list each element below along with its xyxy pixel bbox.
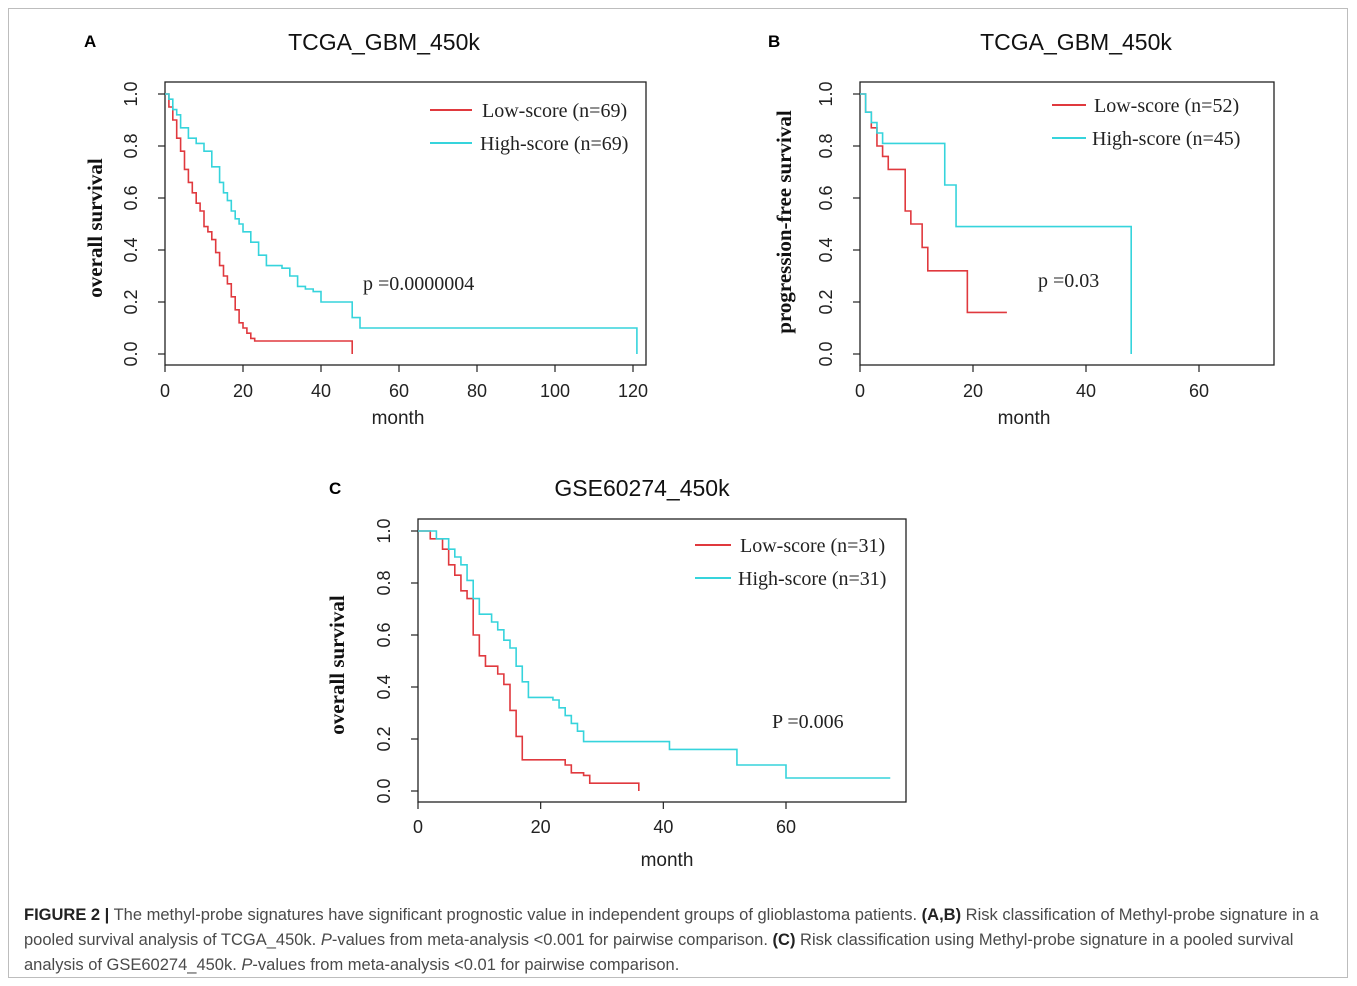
series-line-low-score [418,530,640,791]
panel-a-xlabel: month [372,408,425,429]
legend-label-low: Low-score (n=69) [482,100,627,122]
legend-label-high: High-score (n=45) [1092,128,1240,150]
caption-label: FIGURE 2 | [24,906,110,924]
y-tick-label: 0.8 [816,133,836,158]
panel-b-legend: Low-score (n=52) High-score (n=45) [1052,95,1240,150]
legend-label-high: High-score (n=69) [480,133,628,155]
panel-c-title: GSE60274_450k [554,475,730,501]
legend-label-low: Low-score (n=31) [740,535,885,557]
caption-body: The methyl-probe signatures have signifi… [24,906,1319,974]
panel-b-xlabel: month [998,408,1051,429]
y-tick-label: 0.6 [816,185,836,210]
y-tick-label: 0.8 [374,570,394,595]
y-tick-label: 0.2 [374,726,394,751]
y-tick-label: 0.8 [121,133,141,158]
x-tick-label: 80 [467,381,487,401]
x-tick-label: 40 [1076,381,1096,401]
y-tick-label: 0.4 [816,237,836,262]
panel-letter-c: C [329,479,341,498]
x-tick-label: 60 [776,817,796,837]
x-tick-label: 20 [963,381,983,401]
x-tick-label: 40 [311,381,331,401]
legend-label-high: High-score (n=31) [738,568,886,590]
panel-a-title: TCGA_GBM_450k [288,29,480,55]
x-tick-label: 60 [389,381,409,401]
y-tick-label: 1.0 [816,81,836,106]
panel-c-ylabel: overall survival [325,595,349,735]
x-tick-label: 60 [1189,381,1209,401]
legend-label-low: Low-score (n=52) [1094,95,1239,117]
series-line-high-score [860,93,1132,354]
y-tick-label: 0.6 [121,185,141,210]
caption-fragment: -values from meta-analysis <0.01 for pai… [252,956,680,974]
series-line-high-score [165,93,638,354]
caption-fragment: Risk classification of Methyl-probe sign… [24,906,1319,949]
caption-fragment: P [320,931,332,949]
y-tick-label: 1.0 [374,518,394,543]
series-line-low-score [165,93,353,354]
y-tick-label: 0.2 [121,289,141,314]
y-tick-label: 0.0 [374,778,394,803]
caption-fragment: The methyl-probe signatures have signifi… [113,906,922,924]
figure-caption: FIGURE 2 | The methyl-probe signatures h… [24,903,1334,978]
y-tick-label: 0.6 [374,622,394,647]
y-tick-label: 1.0 [121,81,141,106]
y-tick-label: 0.0 [121,341,141,366]
figure-frame [8,8,1348,978]
x-tick-label: 20 [233,381,253,401]
series-line-high-score [418,530,891,779]
x-tick-label: 0 [855,381,865,401]
panel-b-pvalue: p =0.03 [1038,270,1099,292]
plot-frame [859,81,1275,366]
panel-b-ylabel: progression-free survival [772,110,796,334]
panel-c-xlabel: month [641,850,694,871]
x-tick-label: 20 [531,817,551,837]
caption-fragment: P [241,956,253,974]
y-tick-label: 0.0 [816,341,836,366]
panel-a-ylabel: overall survival [83,158,107,298]
y-tick-label: 0.2 [816,289,836,314]
caption-fragment: (C) [772,931,796,949]
x-tick-label: 120 [618,381,648,401]
caption-fragment: (A,B) [921,906,962,924]
y-tick-label: 0.4 [374,674,394,699]
panel-a-legend: Low-score (n=69) High-score (n=69) [430,100,628,155]
panel-c-pvalue: P =0.006 [772,711,844,733]
figure-canvas: A TCGA_GBM_450k overall survival month L… [83,29,1275,871]
panel-c-legend: Low-score (n=31) High-score (n=31) [695,535,886,590]
panel-a: A TCGA_GBM_450k overall survival month L… [83,29,648,429]
panel-a-pvalue: p =0.0000004 [363,273,474,295]
panel-letter-a: A [84,32,96,51]
x-tick-label: 100 [540,381,570,401]
y-tick-label: 0.4 [121,237,141,262]
caption-fragment: -values from meta-analysis <0.001 for pa… [331,931,773,949]
series-line-low-score [860,93,1007,314]
x-tick-label: 0 [160,381,170,401]
panel-letter-b: B [768,32,780,51]
x-tick-label: 0 [413,817,423,837]
panel-c: C GSE60274_450k overall survival month L… [325,475,907,871]
caption-fragment: Risk classification using Methyl-probe s… [24,931,1294,974]
panel-b: B TCGA_GBM_450k progression-free surviva… [768,29,1275,429]
x-tick-label: 40 [653,817,673,837]
panel-b-title: TCGA_GBM_450k [980,29,1172,55]
plot-frame [164,81,647,366]
plot-frame [417,518,907,803]
